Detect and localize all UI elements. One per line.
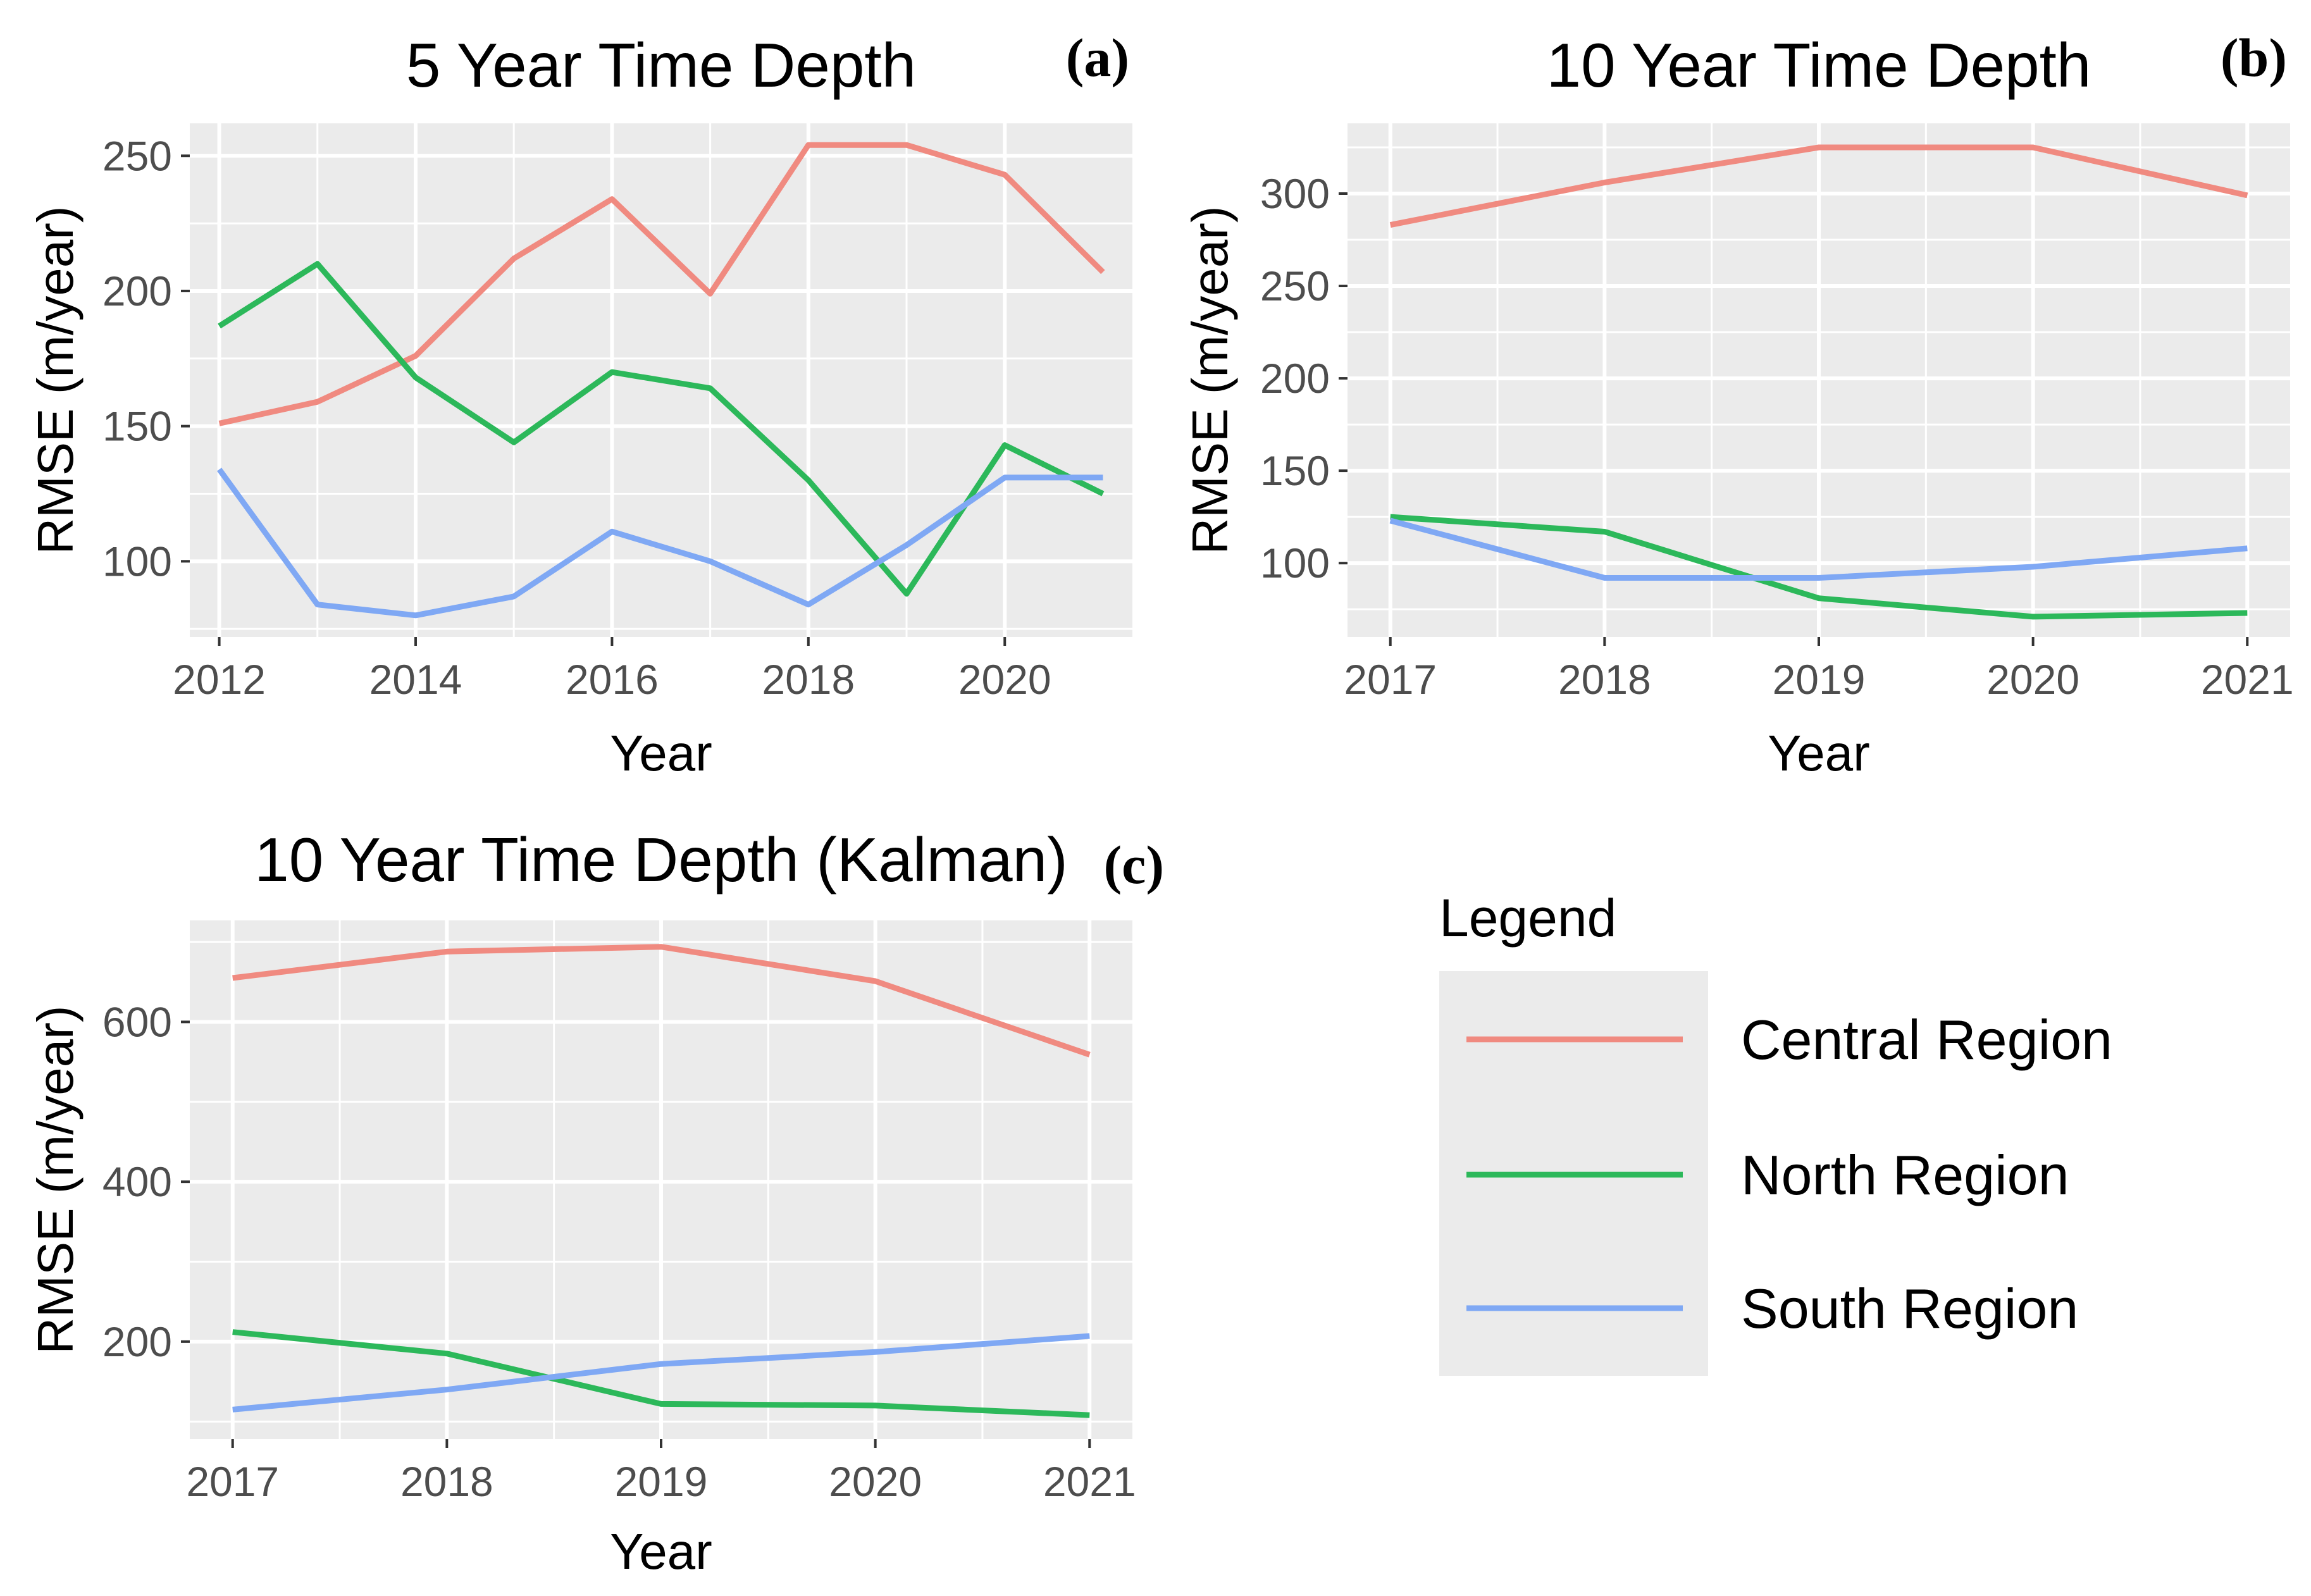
panel-a-x-tick-label: 2016 [566, 656, 659, 703]
panel-b-y-axis-title: RMSE (m/year) [1182, 206, 1238, 554]
panel-a-title: 5 Year Time Depth [406, 30, 916, 100]
panel-c-x-axis-title: Year [610, 1523, 712, 1580]
panel-b-x-tick-label: 2018 [1558, 656, 1651, 703]
panel-c-series-central-region [232, 944, 1091, 1058]
panel-a-label: (a) [1066, 27, 1129, 88]
panel-c-x-tick-label: 2019 [615, 1458, 708, 1505]
panel-a-x-tick-label: 2014 [369, 656, 462, 703]
panel-c-x-tick-label: 2017 [186, 1458, 279, 1505]
panel-c-title: 10 Year Time Depth (Kalman) [254, 825, 1068, 894]
panel-b-series-central-region [1389, 144, 2248, 228]
panel-a-y-tick-label: 150 [102, 403, 172, 450]
panel-a-y-tick-label: 100 [102, 538, 172, 585]
panel-b-x-axis-title: Year [1768, 725, 1870, 781]
panel-b-y-tick-label: 150 [1260, 447, 1330, 494]
panel-c-x-tick-labels: 2017 2018 2019 2020 2021 [186, 1458, 1136, 1505]
panel-a-y-axis-title: RMSE (m/year) [27, 206, 84, 554]
panel-c-y-axis-title: RMSE (m/year) [27, 1005, 84, 1354]
panel-a-y-tick-label: 250 [102, 132, 172, 179]
panel-c-series-north-region [232, 1329, 1090, 1418]
panel-a-x-tick-label: 2018 [762, 656, 855, 703]
panel-c-x-tick-label: 2020 [829, 1458, 922, 1505]
panel-b-x-tick-label: 2020 [1986, 656, 2079, 703]
panel-b-y-tick-label: 300 [1260, 170, 1330, 217]
panel-c-label: (c) [1104, 834, 1164, 895]
panel-c-y-tick-labels: 200 400 600 [102, 998, 172, 1364]
legend-label-north-region: North Region [1741, 1144, 2069, 1206]
panel-b-x-tick-label: 2017 [1344, 656, 1437, 703]
panel-c-x-tick-label: 2018 [400, 1458, 493, 1505]
panel-b-x-tick-label: 2021 [2201, 656, 2294, 703]
panel-b-x-tick-label: 2019 [1773, 656, 1866, 703]
legend-label-south-region: South Region [1741, 1277, 2078, 1340]
panel-c-gridlines [181, 920, 1132, 1448]
panel-b-y-tick-label: 100 [1260, 540, 1330, 586]
panel-b-series [1389, 144, 2248, 620]
panel-b-label: (b) [2221, 27, 2287, 88]
panel-c-y-tick-label: 600 [102, 998, 172, 1045]
panel-c-y-tick-label: 400 [102, 1158, 172, 1205]
panel-a-5-year: 100 150 200 250 2012 2014 2016 2018 2020 5 Year… [27, 27, 1132, 781]
panel-b-x-tick-labels: 2017 2018 2019 2020 2021 [1344, 656, 2293, 703]
legend: Legend Central Region North Region South… [1439, 888, 2112, 1376]
panel-c-x-tick-label: 2021 [1043, 1458, 1136, 1505]
panel-a-x-tick-label: 2020 [958, 656, 1051, 703]
panel-b-gridlines [1339, 123, 2290, 646]
panel-a-series-north-region [218, 261, 1105, 597]
panel-b-y-tick-label: 250 [1260, 263, 1330, 309]
panel-b-10-year: 100 150 200 250 300 2017 2018 2019 2020 2021 10 … [1182, 27, 2294, 781]
panel-b-series-north-region [1390, 514, 2248, 620]
panel-a-y-tick-labels: 100 150 200 250 [102, 132, 172, 585]
panel-a-series [216, 142, 1105, 619]
legend-title: Legend [1439, 888, 1616, 948]
panel-b-series-south-region [1389, 517, 2248, 581]
panel-b-y-tick-labels: 100 150 200 250 300 [1260, 170, 1330, 586]
panel-c-10-year-kalman: 200 400 600 2017 2018 2019 2020 2021 10 Year T… [27, 825, 1164, 1580]
panel-a-y-tick-label: 200 [102, 268, 172, 314]
panel-a-series-central-region [218, 142, 1105, 426]
panel-c-y-tick-label: 200 [102, 1318, 172, 1365]
panel-b-y-tick-label: 200 [1260, 355, 1330, 402]
panel-c-series [232, 944, 1091, 1418]
panel-a-x-tick-label: 2012 [173, 656, 266, 703]
panel-c-series-south-region [232, 1333, 1090, 1413]
panel-b-title: 10 Year Time Depth [1547, 30, 2091, 100]
panel-a-x-axis-title: Year [610, 725, 712, 781]
panel-a-x-tick-labels: 2012 2014 2016 2018 2020 [173, 656, 1051, 703]
legend-label-central-region: Central Region [1741, 1008, 2112, 1071]
panel-a-series-south-region [216, 467, 1103, 619]
